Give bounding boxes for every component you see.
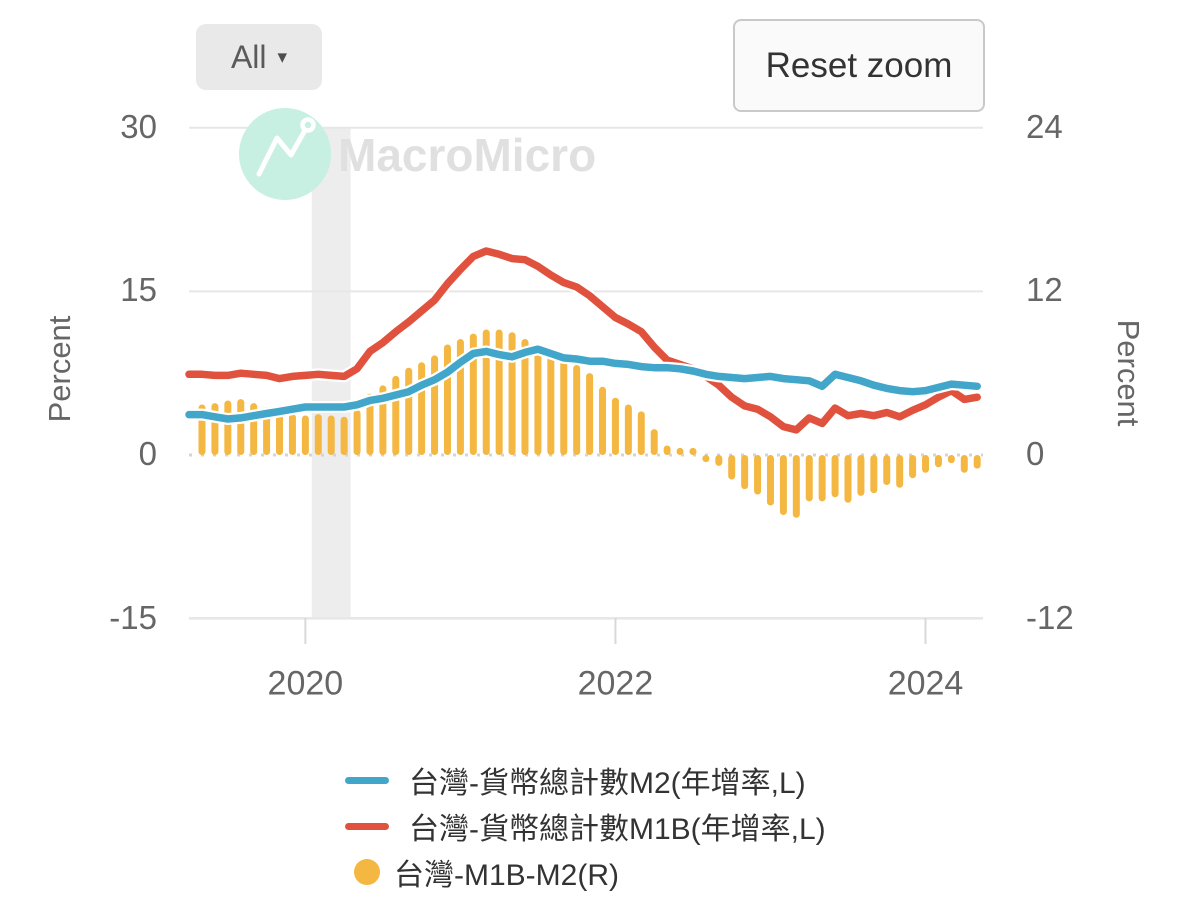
legend-item-m1b[interactable]: 台灣-貨幣總計數M1B(年增率,L) xyxy=(345,803,826,849)
left-axis-tick--15: -15 xyxy=(109,598,157,636)
right-axis-tick-0: 0 xyxy=(1026,435,1045,473)
legend-item-m2[interactable]: 台灣-貨幣總計數M2(年增率,L) xyxy=(345,757,826,803)
chevron-down-icon: ▾ xyxy=(277,46,288,68)
line-series xyxy=(185,247,981,434)
macromicro-logo-icon xyxy=(239,108,331,200)
legend-dot-swatch xyxy=(354,859,380,885)
left-axis-tick-30: 30 xyxy=(120,107,157,145)
legend-item-label: 台灣-貨幣總計數M1B(年增率,L) xyxy=(409,813,826,846)
right-axis-tick--12: -12 xyxy=(1026,598,1074,636)
right-axis-tick-24: 24 xyxy=(1026,107,1063,145)
legend-line-swatch xyxy=(345,822,389,830)
left-axis-tick-0: 0 xyxy=(138,435,157,473)
line-series xyxy=(185,345,981,423)
x-axis-label-2020: 2020 xyxy=(267,664,344,703)
legend-item-label: 台灣-M1B-M2(R) xyxy=(394,859,619,892)
legend-item-m1b-m2-spread[interactable]: 台灣-M1B-M2(R) xyxy=(345,849,826,895)
x-axis-label-2024: 2024 xyxy=(887,664,964,703)
range-selector-label: All xyxy=(230,38,267,75)
reset-zoom-button[interactable]: Reset zoom xyxy=(733,19,985,112)
watermark-text: MacroMicro xyxy=(338,129,596,181)
legend-item-label: 台灣-貨幣總計數M2(年增率,L) xyxy=(409,767,806,800)
right-axis-title: Percent xyxy=(1111,319,1146,427)
range-selector-button[interactable]: All ▾ xyxy=(196,24,322,90)
macromicro-watermark: MacroMicro xyxy=(239,108,596,200)
legend: 台灣-貨幣總計數M2(年增率,L) 台灣-貨幣總計數M1B(年增率,L) 台灣-M1… xyxy=(345,757,826,895)
left-axis-title: Percent xyxy=(42,315,77,423)
legend-line-swatch xyxy=(345,776,389,784)
left-axis-tick-15: 15 xyxy=(120,271,157,309)
right-axis-tick-12: 12 xyxy=(1026,271,1063,309)
x-axis-label-2022: 2022 xyxy=(577,664,654,703)
